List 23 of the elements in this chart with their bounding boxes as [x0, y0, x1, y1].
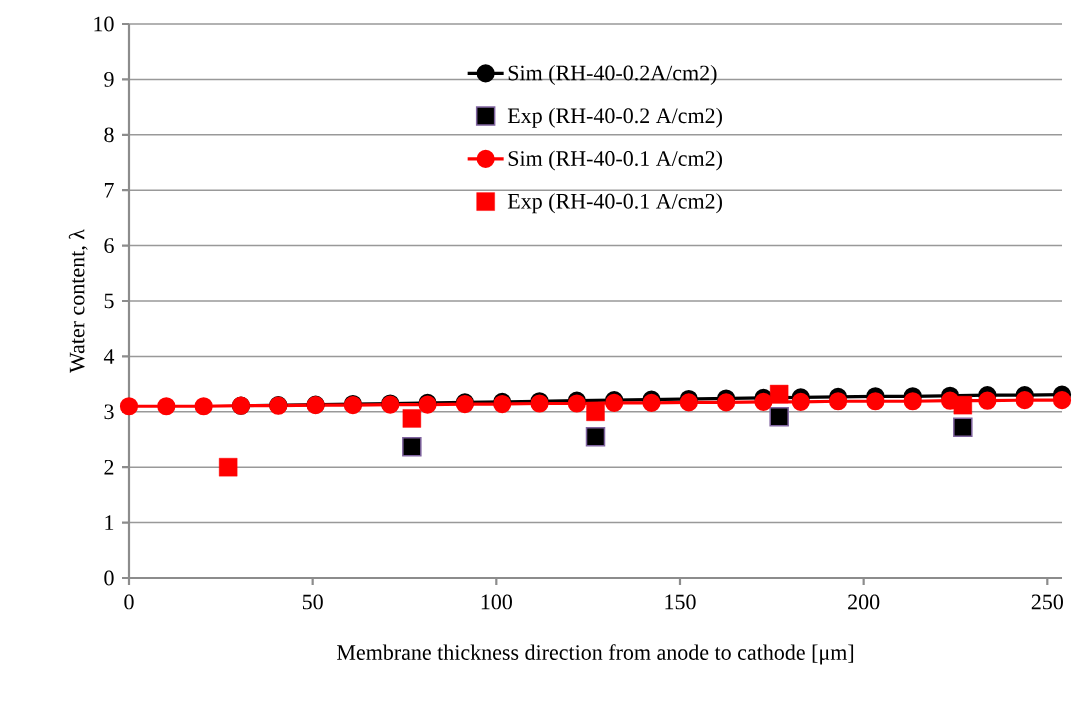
y-tick-label: 4	[103, 349, 115, 364]
x-tick-label: 200	[848, 594, 880, 610]
x-tick-label: 150	[665, 594, 696, 610]
y-tick-label: 0	[104, 570, 114, 586]
y-axis-title: Water content, λ	[68, 229, 88, 373]
x-tick-label: 100	[481, 594, 512, 610]
y-tick-label: 5	[104, 293, 114, 309]
x-axis-title: Membrane thickness direction from anode to cathode [μm]	[337, 644, 854, 665]
x-tick-label: 250	[1031, 594, 1063, 610]
x-tick-label: 50	[302, 594, 323, 610]
y-tick-label: 6	[104, 238, 114, 253]
legend-label: Sim (RH-40-0.1 A/cm2)	[508, 150, 722, 171]
legend-label: Sim (RH-40-0.2A/cm2)	[508, 64, 717, 85]
y-tick-label: 2	[104, 459, 114, 475]
legend-label: Exp (RH-40-0.1 A/cm2)	[507, 193, 722, 214]
y-tick-label: 1	[105, 515, 114, 530]
y-tick-label: 8	[104, 127, 114, 143]
y-tick-label: 3	[104, 404, 114, 420]
y-tick-label: 7	[104, 182, 114, 198]
y-tick-label: 10	[94, 16, 114, 32]
x-tick-label: 0	[124, 594, 134, 610]
legend-label: Exp (RH-40-0.2 A/cm2)	[507, 107, 722, 128]
y-tick-label: 9	[104, 72, 114, 87]
